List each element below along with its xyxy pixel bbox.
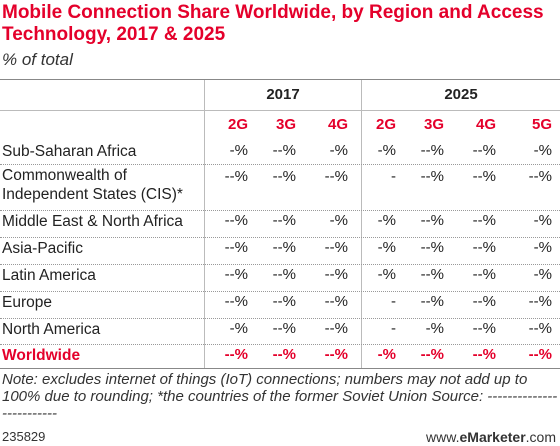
rule [0,110,560,111]
cell: --% [324,168,348,185]
cell: --% [472,346,496,363]
column-header: 2G [375,116,396,133]
site-prefix: www. [426,429,460,445]
row-rule [0,344,560,345]
divider [204,80,205,368]
row-rule [0,210,560,211]
cell: -% [533,266,552,283]
cell: --% [420,346,444,363]
cell: --% [224,346,248,363]
cell: --% [420,142,444,159]
cell: -% [377,142,396,159]
cell: --% [224,293,248,310]
cell: -% [377,346,396,363]
column-header: 4G [475,116,496,133]
year-header: 2025 [444,86,478,103]
cell: --% [472,293,496,310]
rule [0,79,560,80]
year-header: 2017 [266,86,300,103]
cell: --% [224,212,248,229]
cell: --% [272,212,296,229]
cell: --% [324,239,348,256]
title: Mobile Connection Share Worldwide, by Re… [2,2,544,45]
cell: -% [329,212,348,229]
cell: --% [420,266,444,283]
cell: -% [533,142,552,159]
cell: --% [272,320,296,337]
cell: --% [528,320,552,337]
cell: -% [329,142,348,159]
rule [0,368,560,369]
cell: --% [528,293,552,310]
cell: -% [533,212,552,229]
cell: --% [420,293,444,310]
row-label: Commonwealth of Independent States (CIS)… [2,167,183,203]
row-rule [0,318,560,319]
cell: --% [472,320,496,337]
cell: --% [224,168,248,185]
site: www.eMarketer.com [426,429,556,445]
row-label: Worldwide [2,347,81,364]
cell: --% [272,142,296,159]
note-text: Note: excludes internet of things (IoT) … [2,371,528,405]
site-suffix: .com [525,429,556,445]
cell: --% [272,346,296,363]
cell: - [391,320,396,337]
row-rule [0,264,560,265]
cell: --% [324,293,348,310]
column-header: 3G [423,116,444,133]
cell: --% [324,266,348,283]
row-label: Sub-Saharan Africa [2,143,137,160]
divider [361,80,362,368]
row-label: Middle East & North Africa [2,213,183,230]
site-brand: eMarketer [459,429,526,445]
cell: --% [324,320,348,337]
cell: --% [528,168,552,185]
cell: --% [272,266,296,283]
cell: --% [528,346,552,363]
cell: --% [472,239,496,256]
cell: -% [377,239,396,256]
cell: --% [224,239,248,256]
row-label: Europe [2,294,52,311]
cell: -% [377,266,396,283]
cell: --% [272,293,296,310]
cell: -% [377,212,396,229]
row-rule [0,164,560,165]
cell: - [391,168,396,185]
note: Note: excludes internet of things (IoT) … [2,371,558,422]
cell: --% [472,142,496,159]
source: Source: ------------------------- [2,388,558,422]
cell: --% [420,239,444,256]
cell: --% [472,266,496,283]
subtitle: % of total [2,50,73,69]
column-header: 4G [327,116,348,133]
cell: --% [224,266,248,283]
row-rule [0,291,560,292]
column-header: 2G [227,116,248,133]
cell: -% [425,320,444,337]
cell: --% [420,168,444,185]
row-label: North America [2,321,101,338]
column-header: 5G [531,116,552,133]
cell: --% [472,168,496,185]
cell: --% [272,168,296,185]
row-rule [0,237,560,238]
cell: - [391,293,396,310]
cell: -% [229,320,248,337]
cell: --% [472,212,496,229]
cell: -% [229,142,248,159]
chart-id: 235829 [2,429,46,444]
cell: --% [272,239,296,256]
cell: --% [324,346,348,363]
row-label: Latin America [2,267,96,284]
cell: --% [420,212,444,229]
column-header: 3G [275,116,296,133]
cell: -% [533,239,552,256]
row-label: Asia-Pacific [2,240,83,257]
